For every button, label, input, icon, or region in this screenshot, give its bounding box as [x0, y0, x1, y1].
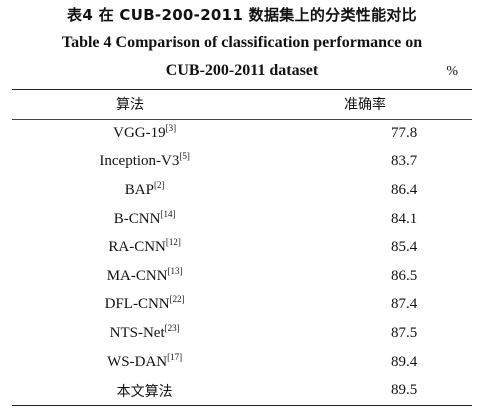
accuracy-cell: 77.8	[391, 124, 418, 141]
column-header-algorithm: 算法	[116, 97, 144, 113]
algorithm-cell: 本文算法	[0, 376, 289, 405]
algorithm-name: VGG-19	[113, 124, 166, 141]
table-bottom-rule	[12, 405, 472, 406]
table-caption-chinese: 表4 在 CUB-200-2011 数据集上的分类性能对比	[67, 6, 417, 24]
results-table: VGG-19[3] 77.8 Inception-V3[5] 83.7 BAP[2] 86…	[0, 119, 484, 405]
accuracy-cell: 85.4	[391, 239, 418, 256]
algorithm-name: DFL-CNN	[104, 296, 170, 313]
reference-citation: [3]	[165, 122, 177, 133]
accuracy-cell: 84.1	[391, 210, 418, 227]
reference-citation: [14]	[160, 208, 176, 219]
accuracy-cell: 86.4	[391, 181, 418, 198]
table-row: RA-CNN[12] 85.4	[0, 233, 484, 262]
algorithm-name: MA-CNN	[106, 267, 168, 284]
table-top-rule	[12, 89, 472, 90]
table-row: NTS-Net[23] 87.5	[0, 319, 484, 348]
algorithm-cell: B-CNN[14]	[0, 205, 289, 234]
algorithm-name: BAP	[124, 181, 154, 198]
table-caption-english-line1: Table 4 Comparison of classification per…	[61, 34, 423, 51]
unit-label: %	[446, 64, 458, 79]
reference-citation: [5]	[179, 151, 190, 162]
table-row: 本文算法 89.5	[0, 376, 484, 405]
accuracy-cell: 86.5	[391, 267, 418, 284]
algorithm-cell: WS-DAN[17]	[0, 348, 289, 377]
results-table-body: VGG-19[3] 77.8 Inception-V3[5] 83.7 BAP[2] 86…	[0, 119, 484, 405]
accuracy-cell: 87.4	[391, 296, 418, 313]
reference-citation: [22]	[169, 294, 185, 305]
column-header-accuracy: 准确率	[344, 97, 386, 113]
table-row: WS-DAN[17] 89.4	[0, 348, 484, 377]
algorithm-name: NTS-Net	[109, 324, 165, 341]
algorithm-cell: MA-CNN[13]	[0, 262, 289, 291]
reference-citation: [2]	[153, 179, 165, 190]
algorithm-name: Inception-V3	[99, 153, 180, 170]
reference-citation: [17]	[167, 351, 183, 362]
accuracy-cell: 87.5	[391, 324, 418, 341]
table-row: DFL-CNN[22] 87.4	[0, 291, 484, 320]
algorithm-cell: VGG-19[3]	[0, 119, 289, 148]
accuracy-cell: 89.5	[391, 382, 418, 399]
table-caption-english-line2: CUB-200-2011 dataset	[165, 62, 319, 79]
accuracy-cell: 89.4	[391, 353, 418, 370]
algorithm-name: WS-DAN	[107, 353, 168, 370]
algorithm-name: RA-CNN	[108, 239, 166, 256]
algorithm-cell: Inception-V3[5]	[0, 148, 289, 177]
algorithm-cell: RA-CNN[12]	[0, 233, 289, 262]
algorithm-cell: DFL-CNN[22]	[0, 291, 289, 320]
algorithm-cell: NTS-Net[23]	[0, 319, 289, 348]
table-header-rule	[12, 119, 472, 120]
accuracy-cell: 83.7	[391, 153, 418, 170]
table-row: B-CNN[14] 84.1	[0, 205, 484, 234]
algorithm-name: 本文算法	[116, 383, 173, 400]
reference-citation: [23]	[164, 322, 180, 333]
table-row: MA-CNN[13] 86.5	[0, 262, 484, 291]
table-row: VGG-19[3] 77.8	[0, 119, 484, 148]
table-row: BAP[2] 86.4	[0, 176, 484, 205]
reference-citation: [13]	[167, 265, 183, 276]
algorithm-cell: BAP[2]	[0, 176, 289, 205]
algorithm-name: B-CNN	[113, 210, 161, 227]
table-row: Inception-V3[5] 83.7	[0, 148, 484, 177]
reference-citation: [12]	[165, 237, 181, 248]
